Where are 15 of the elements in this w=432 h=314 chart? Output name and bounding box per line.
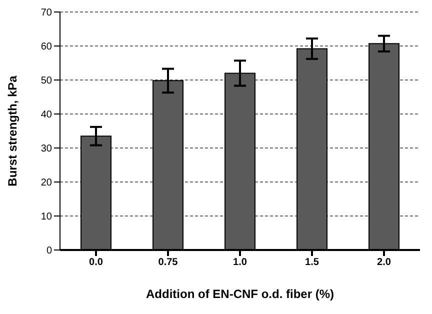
x-tick-label: 2.0 <box>377 257 392 268</box>
x-tick-label: 1.0 <box>233 257 248 268</box>
y-tick-label: 40 <box>40 110 52 121</box>
x-tick-label: 1.5 <box>305 257 320 268</box>
y-axis-title: Burst strength, kPa <box>5 75 20 186</box>
y-tick-label: 60 <box>40 42 52 53</box>
x-tick-label: 0.0 <box>89 257 104 268</box>
y-tick-label: 0 <box>46 246 52 257</box>
y-tick-label: 70 <box>40 8 52 19</box>
y-tick-label: 20 <box>40 178 52 189</box>
x-axis-title: Addition of EN-CNF o.d. fiber (%) <box>146 287 334 301</box>
y-tick-label: 10 <box>40 212 52 223</box>
y-tick-label: 30 <box>40 144 52 155</box>
x-tick-label: 0.75 <box>158 257 178 268</box>
y-tick-label: 50 <box>40 76 52 87</box>
